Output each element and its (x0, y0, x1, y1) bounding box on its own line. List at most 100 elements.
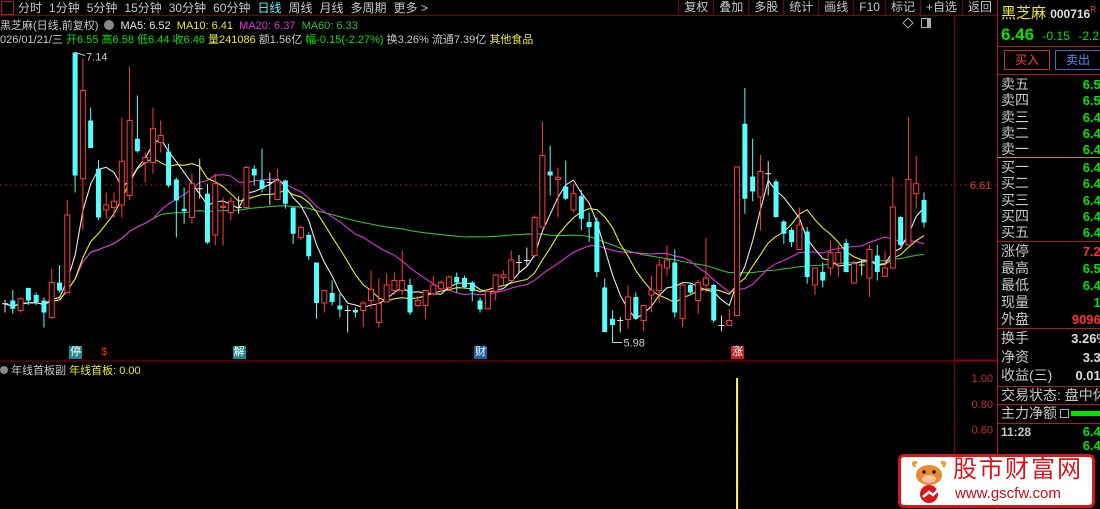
candle-body (391, 280, 398, 291)
tab-period[interactable]: 5分钟 (86, 1, 118, 15)
candle (648, 275, 655, 313)
tab-period[interactable]: 日线 (257, 1, 282, 15)
candle (118, 117, 125, 218)
row-value: 6.47 (1082, 424, 1100, 439)
candle-body (492, 274, 499, 292)
stat-row: 外盘 90965 (998, 311, 1100, 328)
candle-body (679, 284, 686, 320)
candle-body (422, 290, 429, 306)
tab-period[interactable]: 月线 (319, 1, 344, 15)
candle-body (882, 267, 889, 277)
candle-body (142, 157, 149, 163)
tab-period[interactable]: 更多 > (393, 1, 428, 15)
candle (391, 272, 398, 295)
candle (726, 308, 733, 327)
candle-body (633, 297, 639, 319)
candle-body (41, 300, 47, 313)
dropdown-icon[interactable] (104, 20, 115, 30)
toolbar-button[interactable]: 返回 (961, 0, 997, 16)
candle-body (866, 249, 873, 279)
tab-period[interactable]: 1分钟 (49, 1, 80, 15)
tick-row: 6.46 (998, 439, 1100, 453)
row-label: 净资 (1001, 348, 1029, 365)
candle-body (827, 252, 834, 269)
event-marker[interactable]: 解 (232, 346, 246, 359)
ma-info-line: 黑芝麻(日线,前复权) MA5: 6.52 MA10: 6.41 MA20: 6… (0, 17, 358, 33)
candle (266, 172, 273, 205)
toolbar-button[interactable]: +自选 (919, 0, 962, 16)
candle (508, 250, 515, 283)
candle (835, 245, 842, 277)
main-flow-row[interactable]: 主力净额 (1001, 405, 1100, 422)
event-marker[interactable]: 停 (69, 346, 83, 359)
row-label: 买二 (1001, 175, 1029, 192)
candle-body (687, 285, 693, 293)
indicator-name: 年线首板副 (11, 365, 67, 377)
candle (72, 52, 78, 193)
tick-row: 11:28 6.47 (998, 424, 1100, 440)
diamond-icon[interactable] (902, 17, 914, 29)
tab-period[interactable]: 60分钟 (213, 1, 251, 15)
candle (181, 187, 187, 224)
candlestick-chart[interactable]: 6.61 7.14 5.98 1.00 0.80 0.60 (0, 45, 997, 509)
divider (998, 423, 1100, 424)
candle (757, 155, 764, 231)
candle-body (469, 282, 475, 292)
candle (547, 145, 553, 196)
candle (321, 290, 328, 313)
quote-info-line: 026/01/21/三 开6.55 高6.58 低6.44 收6.46 量241… (0, 31, 533, 47)
reference-price-label: 6.61 (970, 180, 991, 192)
toolbar-button[interactable]: 复权 (678, 0, 713, 16)
ma60-line (4, 205, 925, 307)
menu-icon[interactable] (1, 0, 14, 15)
tab-period[interactable]: 周线 (288, 1, 313, 15)
volume: 量241086 (208, 34, 256, 46)
event-marker[interactable]: 涨 (731, 346, 745, 359)
candle (142, 152, 149, 183)
row-label: 卖三 (1001, 108, 1029, 125)
candle (422, 290, 429, 319)
tab-period[interactable]: 多周期 (350, 1, 387, 15)
buy-button[interactable]: 买入 (1004, 50, 1050, 70)
tab-period[interactable]: 30分钟 (168, 1, 207, 15)
row-value: 7.27 (1082, 244, 1100, 259)
candle (921, 192, 927, 228)
event-marker[interactable]: $ (101, 346, 108, 358)
candle (103, 192, 110, 219)
toolbar-button[interactable]: 叠加 (713, 0, 748, 16)
toolbar-button[interactable]: 统计 (783, 0, 818, 16)
panel-toggle-icon[interactable] (921, 18, 931, 28)
row-label: 最高 (1001, 260, 1029, 276)
close: 收6.46 (172, 34, 205, 46)
settings-icon[interactable] (0, 366, 8, 374)
toolbar-button[interactable]: 标记 (884, 0, 920, 16)
candle (695, 280, 702, 314)
divider (998, 404, 1100, 405)
candle (827, 240, 834, 276)
tab-period[interactable]: 15分钟 (124, 1, 162, 15)
candle (329, 280, 335, 306)
candle-body (79, 90, 86, 180)
candle (188, 173, 195, 224)
toolbar-button[interactable]: 画线 (818, 0, 853, 16)
list-icon[interactable] (1060, 409, 1069, 418)
row-value: 6.51 (1082, 77, 1100, 92)
candle (578, 190, 584, 231)
toolbar-button[interactable]: F10 (853, 0, 885, 16)
candle-body (181, 208, 187, 212)
row-label: 涨停 (1001, 243, 1029, 259)
toolbar-button[interactable]: 多股 (748, 0, 783, 16)
event-marker[interactable]: 财 (474, 346, 488, 359)
flag: R (1090, 5, 1097, 14)
tab-period[interactable]: 分时 (18, 1, 43, 15)
candle (235, 196, 242, 214)
sell-button[interactable]: 卖出 (1055, 50, 1100, 70)
candle-body (10, 300, 16, 309)
candle-body (702, 277, 709, 286)
candle (243, 165, 250, 209)
high-pointer (74, 52, 86, 56)
candle (454, 272, 460, 293)
candle-body (314, 262, 320, 303)
row-label: 卖一 (1001, 141, 1029, 158)
